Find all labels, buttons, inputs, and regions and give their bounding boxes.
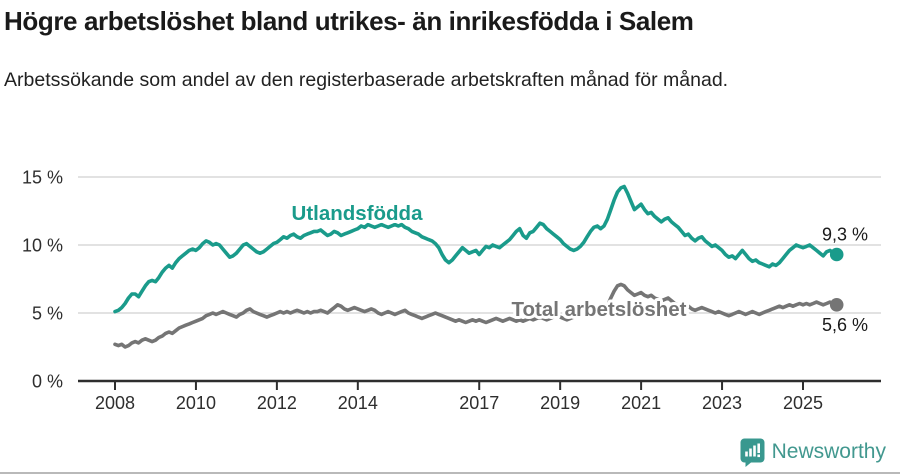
x-axis-tick-label: 2021 <box>621 393 661 413</box>
x-axis-tick-label: 2010 <box>176 393 216 413</box>
y-axis-tick-label: 5 % <box>32 304 63 324</box>
x-axis-tick-label: 2019 <box>540 393 580 413</box>
series-end-value-label-utlandsfodda: 9,3 % <box>822 225 868 245</box>
x-axis-tick-label: 2008 <box>95 393 135 413</box>
y-axis-tick-label: 10 % <box>22 236 63 256</box>
newsworthy-logo-icon <box>739 437 766 467</box>
x-axis-tick-label: 2014 <box>338 393 378 413</box>
y-axis-tick-label: 0 % <box>32 372 63 392</box>
series-end-value-label-total-arbetsloshet: 5,6 % <box>822 315 868 335</box>
series-end-dot-utlandsfodda <box>829 247 844 262</box>
newsworthy-logo[interactable]: Newsworthy <box>739 437 886 467</box>
chart-subtitle: Arbetssökande som andel av den registerb… <box>4 69 729 91</box>
x-axis-tick-label: 2017 <box>459 393 499 413</box>
series-line-utlandsfodda <box>113 184 839 314</box>
y-axis-tick-label: 15 % <box>22 168 63 188</box>
page-title: Högre arbetslöshet bland utrikes- än inr… <box>4 6 694 36</box>
x-axis-tick-label: 2023 <box>702 393 742 413</box>
series-label-total-arbetsloshet: Total arbetslöshet <box>511 298 686 321</box>
series-label-utlandsfodda: Utlandsfödda <box>292 202 424 225</box>
x-axis-tick-label: 2012 <box>257 393 297 413</box>
series-end-dot-total-arbetsloshet <box>829 298 844 312</box>
x-axis-tick-label: 2025 <box>783 393 823 413</box>
newsworthy-logo-text: Newsworthy <box>771 440 886 463</box>
series-line-total-arbetsloshet <box>113 282 839 349</box>
